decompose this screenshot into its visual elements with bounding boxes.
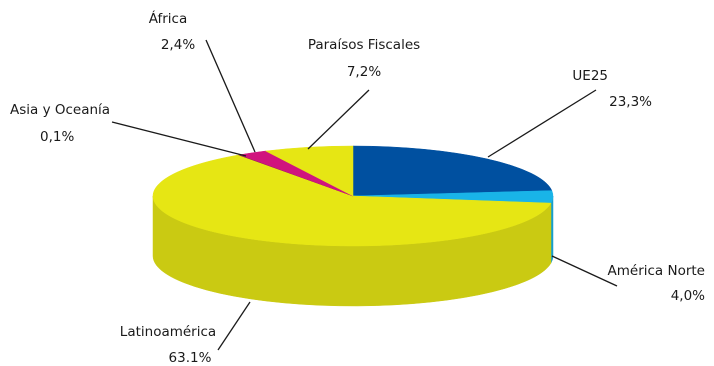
pie-slice-ue25	[352, 145, 553, 197]
slice-label-latinoamerica: Latinoamérica	[120, 324, 216, 340]
slice-value-latinoamerica: 63.1%	[169, 350, 212, 366]
leader-line-ue25	[487, 89, 597, 158]
pie-slice-paraisos-fiscales	[264, 145, 354, 197]
leader-line-paraisos-fiscales	[307, 89, 370, 150]
slice-label-ue25: UE25	[572, 68, 608, 84]
leader-line-asia-y-oceania	[111, 121, 247, 157]
pie-side-america-norte	[550, 195, 554, 265]
leader-line-america-norte	[551, 255, 618, 287]
slice-label-africa: África	[149, 10, 188, 27]
leader-line-latinoamerica	[217, 301, 251, 351]
slice-label-paraisos-fiscales: Paraísos Fiscales	[308, 37, 420, 53]
leader-line-africa	[205, 39, 256, 153]
slice-value-ue25: 23,3%	[609, 94, 652, 110]
pie-tops	[152, 145, 554, 247]
slice-value-africa: 2,4%	[161, 37, 195, 53]
slice-value-asia-y-oceania: 0,1%	[40, 129, 74, 145]
slice-label-asia-y-oceania: Asia y Oceanía	[10, 102, 110, 118]
slice-value-paraisos-fiscales: 7,2%	[347, 64, 381, 80]
slice-label-america-norte: América Norte	[608, 263, 706, 279]
pie-slice-latinoamerica	[152, 154, 552, 247]
slice-value-america-norte: 4,0%	[671, 288, 705, 304]
